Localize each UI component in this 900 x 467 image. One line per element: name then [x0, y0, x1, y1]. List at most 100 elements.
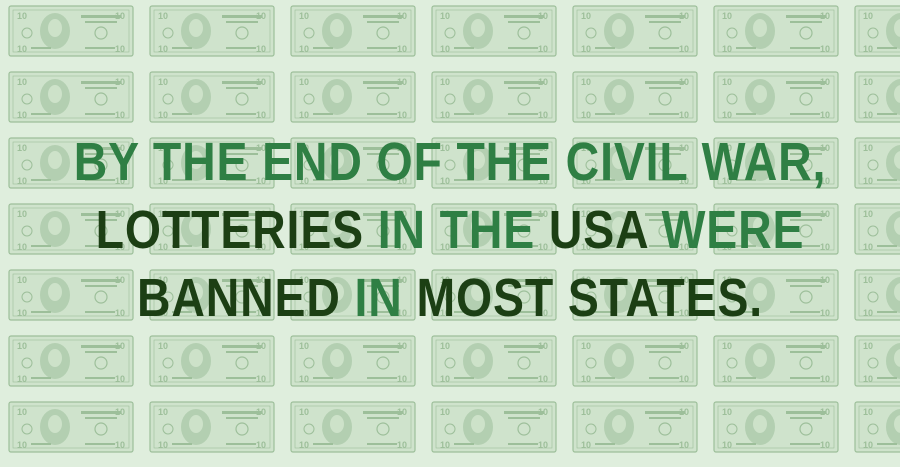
svg-text:10: 10 [722, 275, 732, 285]
svg-text:10: 10 [538, 11, 548, 21]
svg-text:10: 10 [158, 110, 168, 120]
svg-text:10: 10 [679, 242, 689, 252]
svg-text:10: 10 [581, 176, 591, 186]
svg-text:10: 10 [115, 275, 125, 285]
svg-text:10: 10 [158, 176, 168, 186]
svg-text:10: 10 [397, 275, 407, 285]
svg-text:10: 10 [722, 209, 732, 219]
svg-text:10: 10 [17, 143, 27, 153]
svg-text:10: 10 [115, 308, 125, 318]
svg-text:10: 10 [115, 407, 125, 417]
svg-text:10: 10 [397, 440, 407, 450]
svg-text:10: 10 [115, 44, 125, 54]
svg-text:10: 10 [17, 374, 27, 384]
svg-text:10: 10 [679, 143, 689, 153]
svg-text:10: 10 [256, 275, 266, 285]
headline-word-were: WERE [647, 200, 805, 260]
svg-text:10: 10 [17, 407, 27, 417]
svg-text:10: 10 [679, 110, 689, 120]
svg-text:10: 10 [538, 275, 548, 285]
svg-text:10: 10 [863, 209, 873, 219]
svg-text:10: 10 [863, 77, 873, 87]
svg-text:10: 10 [440, 110, 450, 120]
svg-text:10: 10 [863, 275, 873, 285]
svg-text:10: 10 [17, 110, 27, 120]
svg-text:10: 10 [679, 77, 689, 87]
svg-text:10: 10 [158, 242, 168, 252]
svg-text:10: 10 [679, 374, 689, 384]
svg-text:10: 10 [820, 242, 830, 252]
svg-text:10: 10 [722, 77, 732, 87]
svg-text:10: 10 [581, 209, 591, 219]
headline: BY THE END OF THE CIVIL WAR, LOTTERIES I… [63, 128, 837, 332]
svg-text:10: 10 [722, 176, 732, 186]
svg-text:10: 10 [679, 308, 689, 318]
svg-text:10: 10 [863, 374, 873, 384]
svg-text:10: 10 [17, 176, 27, 186]
svg-text:10: 10 [440, 209, 450, 219]
svg-text:10: 10 [863, 440, 873, 450]
svg-text:10: 10 [820, 77, 830, 87]
svg-text:10: 10 [158, 440, 168, 450]
svg-text:10: 10 [581, 407, 591, 417]
svg-text:10: 10 [299, 374, 309, 384]
svg-text:10: 10 [679, 275, 689, 285]
svg-text:10: 10 [256, 341, 266, 351]
svg-text:10: 10 [17, 209, 27, 219]
svg-text:10: 10 [256, 110, 266, 120]
svg-text:10: 10 [115, 176, 125, 186]
svg-text:10: 10 [397, 374, 407, 384]
svg-text:10: 10 [679, 176, 689, 186]
svg-text:10: 10 [17, 275, 27, 285]
svg-text:10: 10 [538, 308, 548, 318]
svg-text:10: 10 [538, 110, 548, 120]
svg-text:10: 10 [863, 176, 873, 186]
svg-text:10: 10 [115, 374, 125, 384]
svg-text:10: 10 [722, 308, 732, 318]
svg-text:10: 10 [581, 440, 591, 450]
headline-word-lotteries: LOTTERIES [95, 200, 364, 260]
svg-text:10: 10 [158, 341, 168, 351]
svg-text:10: 10 [299, 11, 309, 21]
svg-text:10: 10 [256, 308, 266, 318]
svg-text:10: 10 [722, 143, 732, 153]
svg-text:10: 10 [299, 176, 309, 186]
svg-text:10: 10 [581, 341, 591, 351]
headline-line-2: LOTTERIES IN THE USA WERE [63, 196, 837, 264]
svg-text:10: 10 [538, 374, 548, 384]
svg-text:10: 10 [397, 407, 407, 417]
svg-text:10: 10 [863, 110, 873, 120]
svg-text:10: 10 [158, 407, 168, 417]
svg-text:10: 10 [299, 209, 309, 219]
svg-text:10: 10 [820, 176, 830, 186]
svg-text:10: 10 [397, 176, 407, 186]
svg-text:10: 10 [440, 407, 450, 417]
svg-text:10: 10 [581, 242, 591, 252]
headline-phrase: BY THE END OF THE CIVIL WAR, [73, 132, 827, 192]
